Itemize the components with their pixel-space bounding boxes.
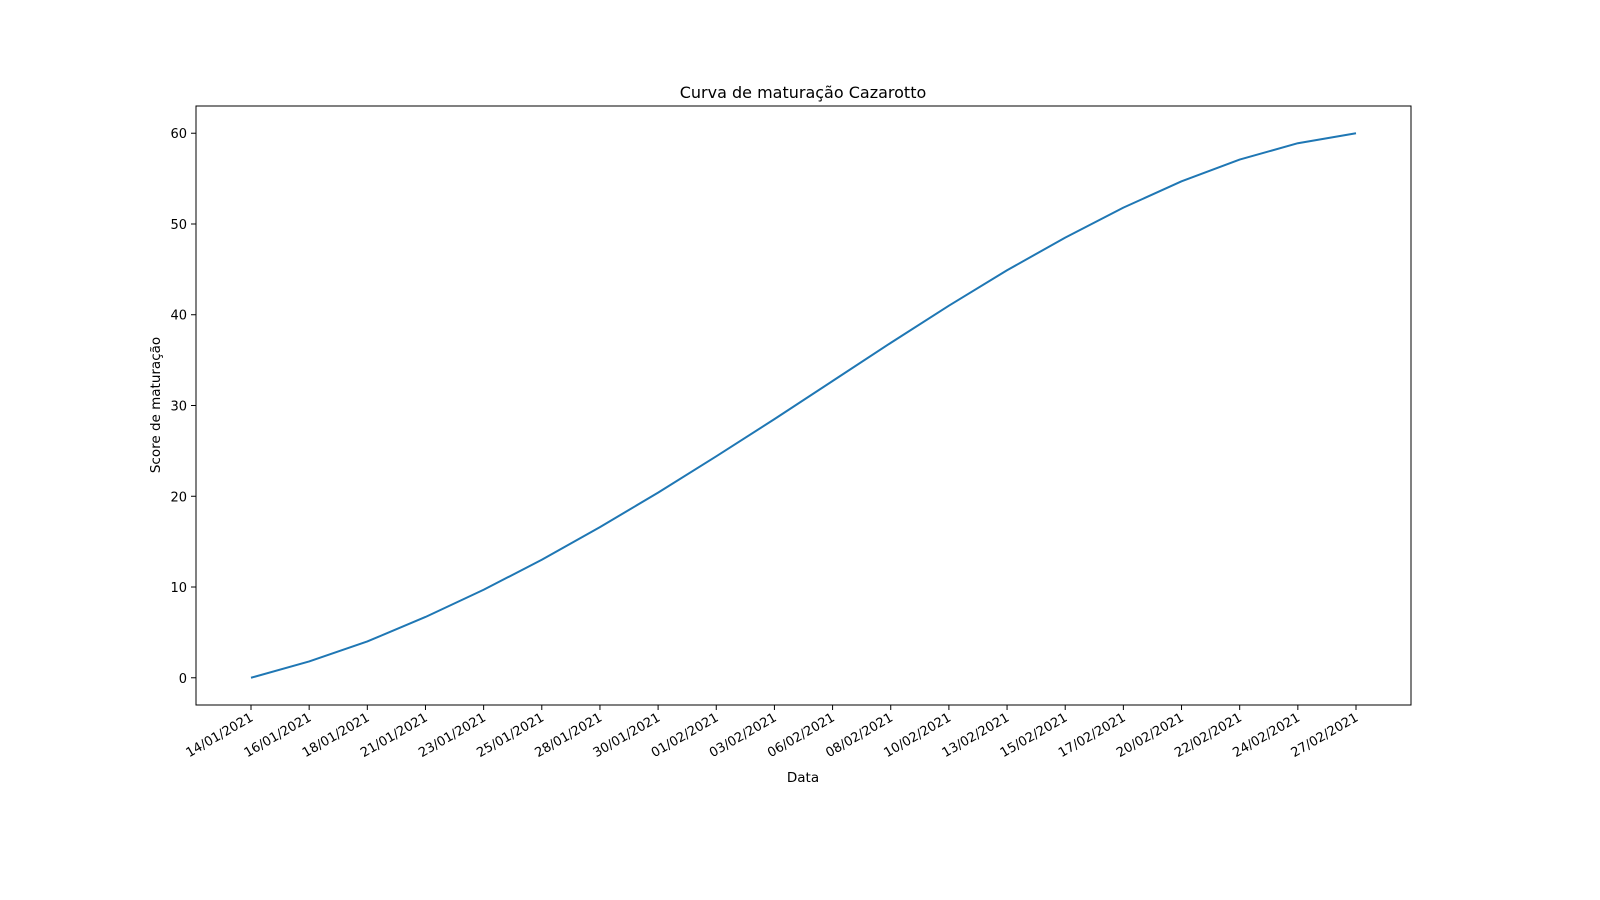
x-axis-label: Data xyxy=(787,770,819,786)
y-tick-label: 30 xyxy=(170,400,187,415)
plot-frame xyxy=(195,105,1412,706)
series-line xyxy=(250,132,1357,679)
y-tick-label: 20 xyxy=(170,490,187,505)
y-axis-label: Score de maturação xyxy=(148,337,164,473)
chart-title: Curva de maturação Cazarotto xyxy=(680,83,927,102)
y-tick-label: 60 xyxy=(170,127,187,142)
y-axis-ticks: 0 10 20 30 40 50 60 xyxy=(170,127,196,687)
y-tick-label: 10 xyxy=(170,581,187,596)
y-tick-label: 40 xyxy=(170,309,187,324)
y-tick-label: 50 xyxy=(170,218,187,233)
series-layer xyxy=(250,132,1357,679)
y-tick-label: 0 xyxy=(179,672,187,687)
